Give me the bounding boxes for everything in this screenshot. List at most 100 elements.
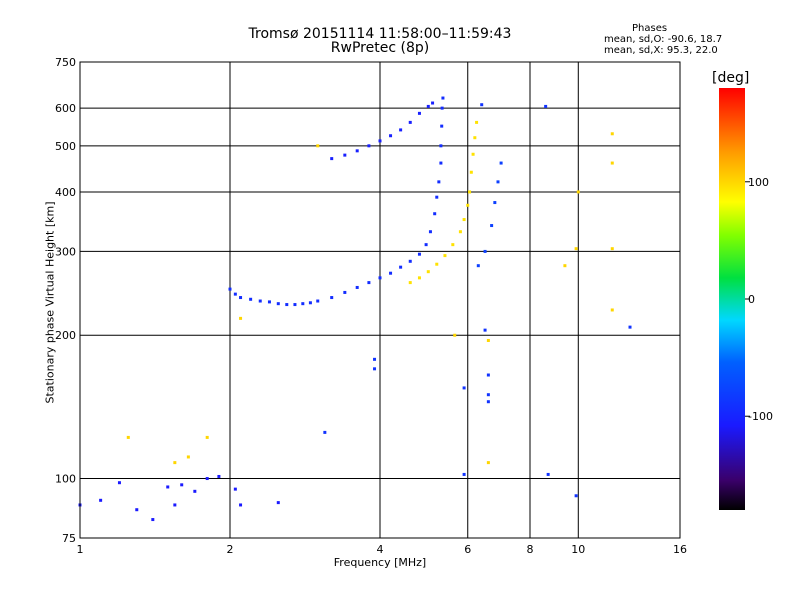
colorbar-tick-label: -100 [748,410,773,423]
data-point [610,161,614,165]
data-point [475,120,479,124]
data-point [239,296,243,300]
data-point [205,477,209,481]
data-point [166,485,170,489]
data-point [493,201,497,205]
chart-subtitle: RwPretec (8p) [330,40,430,56]
data-point [574,494,578,498]
y-tick-label: 400 [55,186,76,199]
data-point [610,247,614,251]
data-point [433,212,437,216]
data-point [443,254,447,258]
data-point [473,136,477,140]
data-point [435,262,439,266]
data-point [431,101,435,105]
data-point [408,281,412,285]
data-point [233,292,237,296]
data-point [486,393,490,397]
data-point [173,503,177,507]
data-point [316,299,320,303]
data-point [276,501,280,505]
data-point [576,190,580,194]
data-point [499,161,503,165]
y-tick-label: 200 [55,329,76,342]
data-point [316,144,320,148]
data-point [458,230,462,234]
data-point [496,180,500,184]
data-point [301,302,305,306]
data-point [483,328,487,332]
data-point [428,230,432,234]
data-point [193,489,197,493]
stats-x-line: mean, sd,X: 95.3, 22.0 [604,45,718,56]
data-point [426,104,430,108]
data-point [355,285,359,289]
y-tick-label: 500 [55,140,76,153]
y-tick-label: 300 [55,245,76,258]
y-tick-label: 600 [55,102,76,115]
colorbar [719,88,745,510]
colorbar-label: [deg] [712,70,750,86]
data-point [471,152,475,156]
data-point [574,247,578,251]
data-point [490,224,494,228]
data-point [408,120,412,124]
data-point [378,276,382,280]
data-point [439,144,443,148]
data-point [486,461,490,465]
data-point [117,481,121,485]
data-point [367,281,371,285]
data-point [439,161,443,165]
data-point [486,400,490,404]
data-point [389,134,393,138]
x-tick-label: 8 [527,543,534,556]
y-tick-label: 100 [55,473,76,486]
data-point [440,106,444,110]
data-point [249,297,253,301]
data-point [267,300,271,304]
data-point [343,153,347,157]
data-point [180,483,184,487]
data-point [399,265,403,269]
y-tick-label: 750 [55,56,76,69]
x-axis-label: Frequency [MHz] [333,556,427,569]
data-point [373,367,377,371]
data-point [546,472,550,476]
data-point [610,132,614,136]
data-point [440,124,444,128]
data-point [330,157,334,161]
data-point [441,96,445,100]
data-point [285,303,289,307]
data-point [228,287,232,291]
data-point [330,296,334,300]
x-tick-label: 2 [227,543,234,556]
data-point [437,180,441,184]
data-point [399,128,403,132]
data-point [486,338,490,342]
chart-title: Tromsø 20151114 11:58:00–11:59:43 [248,26,512,42]
data-point [308,301,312,305]
data-point [468,190,472,194]
data-point [135,508,139,512]
x-tick-label: 4 [377,543,384,556]
data-point [451,243,455,247]
colorbar-ticks: 100 0 -100 [745,176,773,423]
data-point [610,308,614,312]
colorbar-tick-label: 100 [748,176,769,189]
data-point [173,461,177,465]
y-tick-label: 75 [62,532,76,545]
data-point [417,276,421,280]
data-point [343,290,347,294]
stats-o-line: mean, sd,O: -90.6, 18.7 [604,34,723,45]
data-point [453,333,457,337]
data-point [483,249,487,253]
data-point [323,430,327,434]
data-point [99,498,103,502]
data-point [480,103,484,107]
stats-header: Phases [632,23,668,34]
data-point [462,472,466,476]
x-tick-label: 1 [77,543,84,556]
data-point [424,243,428,247]
data-point [217,474,221,478]
data-point [378,139,382,143]
